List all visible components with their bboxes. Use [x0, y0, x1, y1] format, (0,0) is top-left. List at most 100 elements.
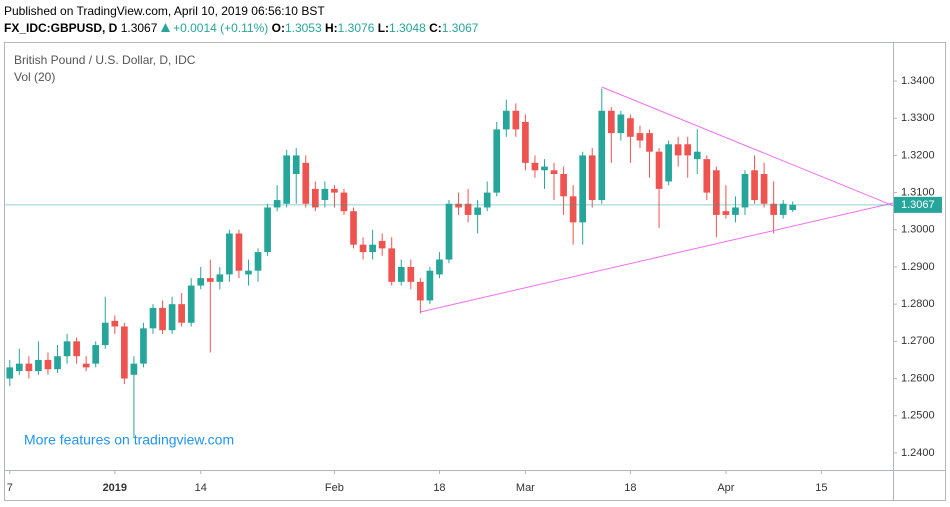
candle-body — [751, 170, 758, 201]
candle-body — [92, 345, 100, 364]
candle-body — [130, 363, 138, 375]
ohlc-value: 1.3048 — [389, 21, 426, 35]
watermark: More features on tradingview.com — [24, 432, 234, 448]
frame — [4, 42, 946, 501]
candle-body — [445, 203, 453, 260]
candle-body — [722, 211, 730, 215]
candle-body — [627, 118, 634, 137]
candle-body — [436, 259, 443, 275]
candle-body — [216, 274, 224, 282]
candle-body — [655, 151, 663, 189]
candle-body — [493, 129, 501, 193]
candle-body — [350, 211, 357, 245]
candle-body — [159, 307, 166, 331]
candle-body — [73, 341, 80, 357]
candle-body — [35, 359, 42, 372]
candle-body — [292, 155, 300, 175]
candle-body — [197, 278, 205, 286]
candle-body — [531, 162, 539, 171]
candle-body — [44, 359, 52, 370]
candle-body — [598, 110, 606, 201]
candle-body — [741, 174, 749, 208]
ohlc-value: 1.3076 — [337, 21, 375, 35]
candle-body — [397, 266, 405, 282]
y-tick-label: 1.3100 — [901, 187, 935, 199]
candle-body — [331, 188, 338, 193]
candle-body — [474, 207, 481, 215]
candle-body — [187, 285, 195, 323]
candle-body — [684, 144, 692, 156]
candle-body — [302, 162, 310, 204]
candle-body — [63, 341, 71, 357]
header: Published on TradingView.com, April 10, … — [4, 3, 478, 37]
candle-body — [82, 363, 90, 368]
candle-body — [149, 307, 157, 329]
y-tick-label: 1.3200 — [901, 149, 935, 161]
candle-body — [235, 233, 243, 271]
y-tick-label: 1.3400 — [901, 75, 935, 87]
x-tick-label: 15 — [815, 482, 827, 494]
last-price-box — [894, 196, 942, 213]
candle-body — [550, 170, 558, 175]
candle-body — [226, 233, 233, 275]
ohlc-value: 1.3053 — [284, 21, 322, 35]
candle-body — [713, 170, 720, 215]
candle-body — [502, 110, 510, 130]
ohlc-label: C: — [429, 21, 442, 35]
y-tick-label: 1.2800 — [901, 298, 935, 310]
candle-body — [311, 188, 319, 208]
candle-body — [483, 192, 491, 208]
candle-body — [283, 155, 291, 204]
x-tick-label: 7 — [7, 482, 13, 494]
candle-body — [264, 207, 271, 253]
chart-title: British Pound / U.S. Dollar, D, IDC — [14, 53, 196, 67]
candle-body — [703, 159, 711, 193]
x-tick-label: 2019 — [103, 482, 127, 494]
candle-body — [321, 188, 329, 201]
x-tick-label: 18 — [433, 482, 445, 494]
candle-body — [732, 207, 739, 215]
y-tick-label: 1.2700 — [901, 335, 935, 347]
candle-body — [579, 155, 587, 223]
y-tick-label: 1.3300 — [901, 112, 935, 124]
candle-body — [378, 240, 386, 249]
x-tick-label: Apr — [717, 482, 734, 494]
candle-body — [273, 200, 281, 208]
candle-body — [121, 326, 128, 379]
candle-body — [426, 270, 434, 301]
candle-body — [178, 304, 185, 323]
candle-body — [140, 328, 147, 364]
candle-body — [674, 144, 682, 156]
candle-body — [54, 356, 61, 370]
ohlc-label: H: — [325, 21, 338, 35]
ohlc-label: L: — [377, 21, 390, 35]
y-tick-label: 1.2400 — [901, 447, 935, 459]
candle-body — [254, 252, 262, 271]
symbol-line: FX_IDC:GBPUSD, D 1.3067 +0.0014 (+0.11%)… — [4, 20, 478, 37]
candle-body — [245, 270, 252, 275]
candle-body — [617, 114, 625, 134]
candle-body — [636, 133, 644, 141]
candle-body — [206, 278, 214, 282]
candle-body — [101, 322, 109, 346]
published: Published on TradingView.com, April 10, … — [4, 4, 325, 18]
candle-body — [455, 203, 462, 208]
candle-body — [15, 363, 23, 372]
candle-body — [693, 151, 701, 160]
price: 1.3067 — [120, 21, 158, 35]
candle-body — [417, 281, 424, 301]
candle-body — [588, 155, 596, 201]
candle-body — [607, 110, 615, 134]
y-tick-label: 1.2900 — [901, 261, 935, 273]
candle-body — [512, 110, 520, 130]
x-tick-label: Mar — [516, 482, 535, 494]
y-tick-label: 1.3000 — [901, 224, 935, 236]
candle-body — [760, 174, 768, 204]
up-arrow — [160, 23, 170, 32]
candle-body — [789, 204, 797, 211]
candle-body — [388, 248, 396, 282]
candle-body — [359, 244, 367, 253]
last-price-label: 1.3067 — [901, 199, 935, 211]
candle-body — [407, 266, 415, 282]
